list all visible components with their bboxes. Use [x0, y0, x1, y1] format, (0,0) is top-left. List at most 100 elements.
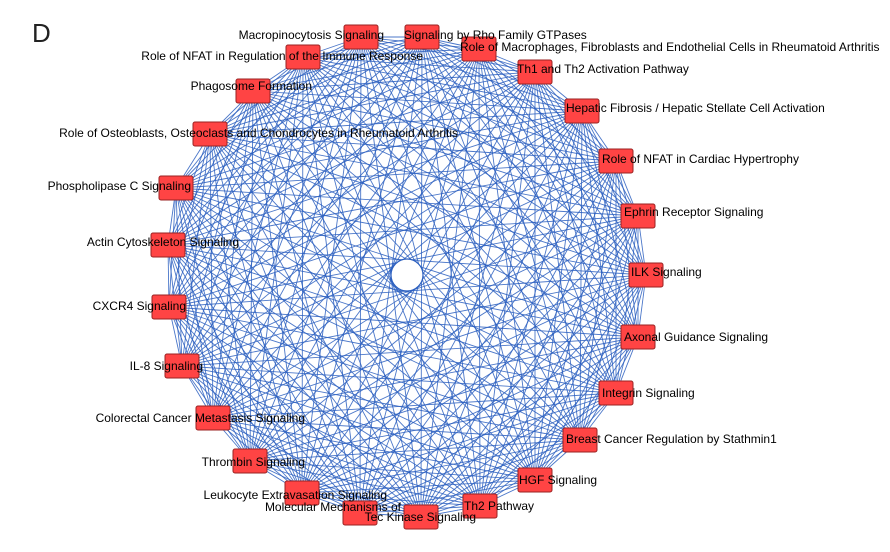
edge-n10-n24 [360, 36, 536, 481]
edge-n4-n9 [579, 160, 617, 441]
edge-n9-n20 [175, 187, 581, 441]
edge-n4-n14 [301, 160, 617, 494]
edge-n2-n7 [534, 71, 639, 338]
edge-n9-n15 [249, 439, 581, 462]
node-n6 [628, 262, 664, 288]
edge-n2-n19 [167, 71, 536, 246]
node-label-n2: Th1 and Th2 Activation Pathway [517, 62, 689, 76]
edge-n8-n18 [168, 306, 617, 394]
edge-n14-n21 [209, 133, 303, 494]
edge-n13-n20 [175, 187, 361, 514]
edge-n16-n22 [212, 90, 254, 419]
edge-n14-n22 [252, 90, 303, 494]
node-n11 [462, 493, 498, 519]
edge-n12-n23 [302, 56, 422, 518]
edge-n10-n15 [249, 460, 536, 481]
edge-n9-n16 [212, 417, 581, 441]
edge-n2-n21 [209, 71, 536, 135]
edge-n2-n12 [420, 71, 536, 518]
node-label-n15: Thrombin Signaling [202, 455, 305, 469]
node-label-n11: Th2 Pathway [464, 499, 534, 513]
edge-n0-n10 [421, 36, 536, 481]
node-label-n14: Leukocyte Extravasation Signaling [204, 488, 387, 502]
edge-n11-n22 [252, 90, 481, 507]
edge-n16-n23 [212, 56, 304, 419]
node-n15 [232, 448, 268, 474]
node-n8 [598, 380, 634, 406]
edge-n12-n18 [168, 306, 422, 518]
edge-n19-n22 [167, 90, 254, 246]
edge-n9-n23 [302, 56, 581, 441]
edge-n12-n19 [167, 244, 422, 518]
edge-n9-n18 [168, 306, 581, 441]
edge-n3-n13 [359, 110, 583, 514]
edge-n2-n24 [360, 36, 536, 73]
edge-n15-n19 [167, 244, 251, 462]
edge-n5-n21 [209, 133, 639, 217]
edge-n9-n13 [359, 439, 581, 514]
edge-n5-n24 [360, 36, 639, 217]
node-n4 [598, 148, 634, 174]
edge-n10-n22 [252, 90, 536, 481]
edge-n8-n20 [175, 187, 617, 394]
edge-n7-n18 [168, 306, 639, 338]
edge-n2-n18 [168, 71, 536, 308]
node-label-n1: Role of Macrophages, Fibroblasts and End… [460, 40, 880, 54]
edge-n5-n20 [175, 187, 639, 217]
node-label-n6: ILK Signaling [631, 265, 702, 279]
node-n9 [562, 427, 598, 453]
edge-n5-n10 [534, 215, 639, 481]
edge-n16-n21 [209, 133, 214, 419]
edge-n5-n15 [249, 215, 639, 462]
edge-n1-n11 [478, 48, 481, 507]
edge-n1-n16 [212, 48, 480, 419]
edge-n20-n23 [175, 56, 304, 189]
edge-n21-n24 [209, 36, 362, 135]
edge-n3-n21 [209, 110, 583, 135]
edge-n12-n15 [249, 460, 422, 518]
edge-n3-n24 [360, 36, 583, 112]
center-hole [390, 258, 424, 292]
edge-n4-n19 [167, 160, 617, 246]
edge-n2-n23 [302, 56, 536, 73]
edge-n6-n10 [534, 274, 647, 481]
node-n23 [285, 44, 321, 70]
edge-n15-n18 [168, 306, 251, 462]
edge-n2-n22 [252, 71, 536, 92]
edge-n11-n17 [181, 365, 481, 507]
edge-n3-n18 [168, 110, 583, 308]
edge-n18-n23 [168, 56, 304, 308]
edge-n13-n22 [252, 90, 361, 514]
node-n14 [284, 480, 320, 506]
edge-n4-n24 [360, 36, 617, 162]
edge-n15-n22 [249, 90, 254, 462]
node-label-n8: Integrin Signaling [602, 386, 695, 400]
edge-n8-n11 [479, 392, 617, 507]
edge-n13-n17 [181, 365, 361, 514]
edge-n4-n22 [252, 90, 617, 162]
edge-n9-n19 [167, 244, 581, 441]
edge-n8-n17 [181, 365, 617, 394]
edge-n12-n16 [212, 417, 422, 518]
edge-n5-n8 [615, 215, 639, 394]
node-label-n4: Role of NFAT in Cardiac Hypertrophy [602, 152, 799, 166]
edge-n10-n13 [359, 479, 536, 514]
node-label-n3: Hepatic Fibrosis / Hepatic Stellate Cell… [566, 101, 825, 115]
edge-n4-n21 [209, 133, 617, 162]
edge-n8-n15 [249, 392, 617, 462]
edge-n7-n10 [534, 336, 639, 481]
node-label-n21: Role of Osteoblasts, Osteoclasts and Cho… [59, 126, 458, 140]
edge-n14-n18 [168, 306, 303, 494]
edge-n9-n12 [420, 439, 581, 518]
node-n7 [620, 324, 656, 350]
edge-n2-n13 [359, 71, 536, 514]
edge-n6-n21 [209, 133, 647, 276]
edge-n8-n12 [420, 392, 617, 518]
edge-n2-n5 [534, 71, 639, 217]
edge-n13-n16 [212, 417, 361, 514]
edge-n2-n17 [181, 71, 536, 367]
edge-n7-n24 [360, 36, 639, 338]
edge-n13-n23 [302, 56, 361, 514]
edge-n7-n22 [252, 90, 639, 338]
